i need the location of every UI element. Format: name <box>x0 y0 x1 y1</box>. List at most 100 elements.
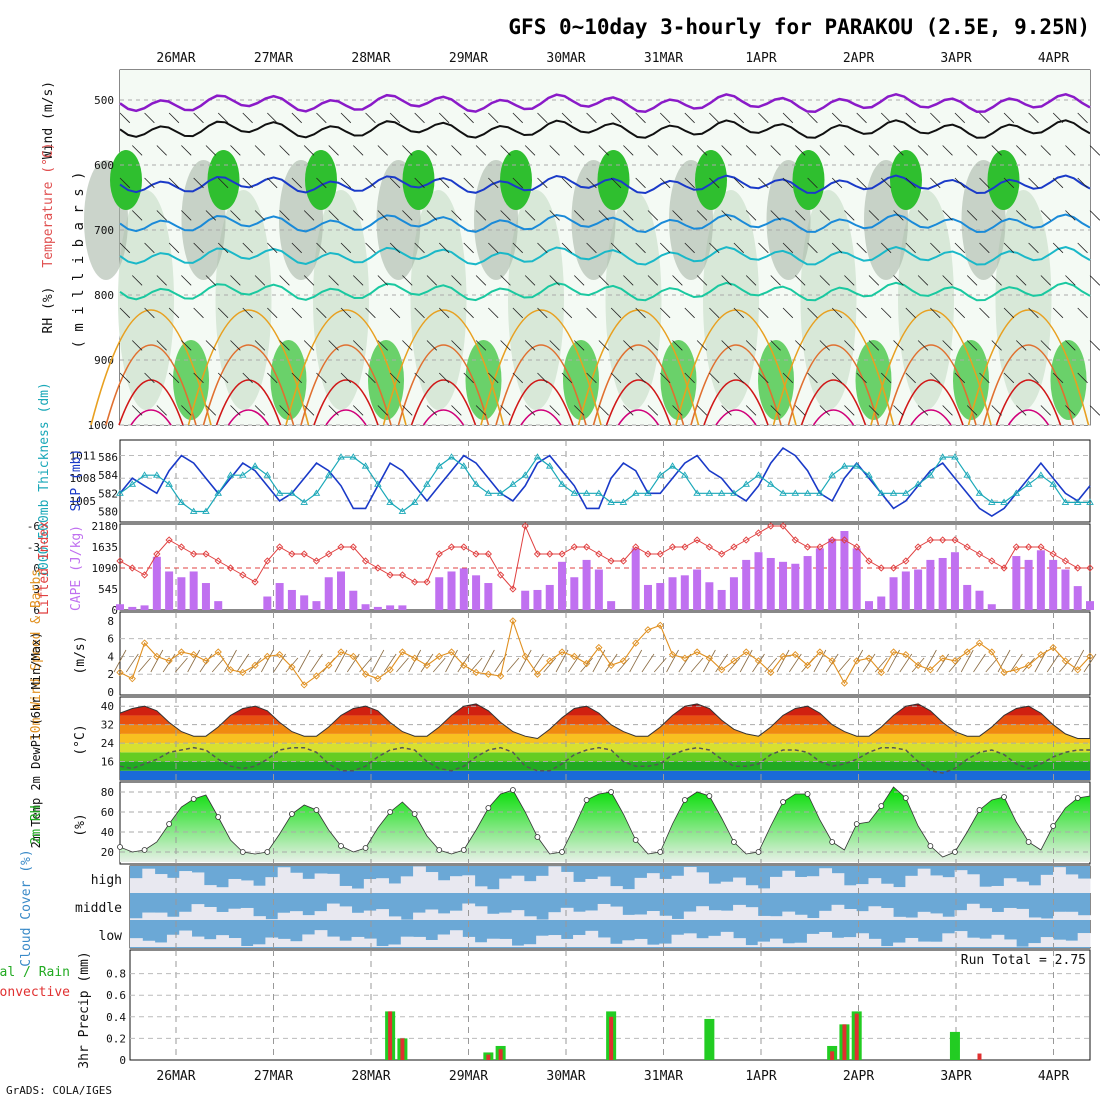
surface-isotherm <box>187 309 310 426</box>
wind-barb <box>230 405 241 416</box>
cloud-clear-cell <box>228 878 242 893</box>
wind-barb <box>942 340 953 351</box>
cloud-clear-cell <box>831 904 845 920</box>
wind-speed-point <box>411 654 419 662</box>
cloud-clear-cell <box>733 938 746 947</box>
cape-bar <box>729 577 738 610</box>
lifted-index-point <box>411 578 419 586</box>
wind-barb <box>267 177 278 189</box>
wind-speed-point <box>681 654 689 662</box>
cloud-clear-cell <box>400 876 414 893</box>
wind-barb-10m <box>432 657 446 673</box>
wind-barb <box>488 177 499 189</box>
lifted-index-point <box>1037 543 1045 551</box>
y-tick-label: 20 <box>101 846 114 859</box>
lifted-index-point <box>988 557 996 565</box>
wind-barb <box>512 177 523 189</box>
wind-barb-10m <box>273 653 286 673</box>
cape-bar <box>938 557 947 610</box>
cloud-clear-cell <box>868 878 882 893</box>
wind-barb <box>488 372 499 384</box>
upper-wind-label: Wind (m/s) <box>41 81 56 159</box>
rh-point <box>485 805 492 811</box>
lifted-index-point <box>889 564 898 572</box>
temp2m-panel: 40 32 24 16 <box>101 697 1090 780</box>
cape-bar <box>607 601 616 610</box>
wind-barb <box>942 275 953 286</box>
wind-barb <box>156 275 167 286</box>
wind-barb <box>942 405 953 416</box>
wind-barb <box>770 275 781 286</box>
cloud-clear-cell <box>437 880 451 893</box>
thickness-point <box>398 507 407 514</box>
wind-barb <box>647 405 659 416</box>
cloud-clear-cell <box>154 874 168 893</box>
wind-barb <box>868 210 880 221</box>
cloud-clear-cell <box>843 937 857 947</box>
rh2m-label: 2m RH <box>29 805 44 844</box>
cloud-clear-cell <box>979 938 993 947</box>
surface-isotherm <box>605 379 672 426</box>
cloud-clear-cell <box>1028 943 1042 947</box>
cape-bar <box>533 589 542 610</box>
wind-barb <box>979 307 990 319</box>
y-tick-label: 600 <box>94 159 114 172</box>
thickness-point <box>975 489 984 496</box>
lifted-index-point <box>632 543 640 551</box>
rh-point <box>141 847 148 853</box>
cloud-clear-cell <box>770 938 783 947</box>
wind-barb <box>807 112 818 124</box>
surface-isotherm <box>910 409 952 426</box>
wind-barb <box>880 372 892 384</box>
y-tick-label: 60 <box>101 806 114 819</box>
cape-bar <box>815 548 824 610</box>
wind-barb <box>414 177 425 189</box>
cloud-clear-cell <box>782 911 796 920</box>
wind-barb <box>1016 275 1027 286</box>
y-tick-label: 16 <box>101 756 114 769</box>
cloud-clear-cell <box>794 914 808 920</box>
thickness-point <box>951 453 959 460</box>
cloud-clear-cell <box>425 872 439 893</box>
wind-barb-10m <box>482 649 495 673</box>
wind-barb <box>610 112 622 124</box>
wind-barb-10m <box>383 653 397 673</box>
temp2m-unit: (°C) <box>73 724 88 755</box>
wind-barb-10m <box>752 653 765 673</box>
cloud-clear-cell <box>880 907 894 920</box>
wind-barb <box>156 145 167 156</box>
run-total: Run Total = 2.75 <box>961 953 1086 968</box>
y-tick-label: 24 <box>101 737 115 750</box>
wind-barb <box>942 210 953 221</box>
wind-barb <box>414 242 425 254</box>
cloud-clear-cell <box>696 872 709 893</box>
cloud-clear-cell <box>376 909 389 920</box>
thickness-point <box>754 471 763 478</box>
wind-barb-10m <box>199 653 213 673</box>
wind-barb <box>672 275 683 286</box>
rh-point <box>460 847 467 853</box>
wind-barb <box>316 177 327 189</box>
wind-barb <box>181 145 192 156</box>
wind-barb-10m <box>113 649 127 673</box>
wind-barb-10m <box>838 657 851 673</box>
cloud-clear-cell <box>1003 878 1017 893</box>
rh-shade <box>110 150 142 210</box>
thickness-point <box>251 462 259 469</box>
wind-barb-10m <box>874 657 888 673</box>
wind-barb <box>267 372 278 384</box>
rh-point <box>927 843 934 849</box>
wind-barb <box>684 372 695 384</box>
wind-barb <box>598 210 609 221</box>
cloud-clear-cell <box>179 911 193 920</box>
wind-barb <box>586 307 597 319</box>
temp-band <box>120 761 1090 771</box>
cape-bar <box>693 569 702 610</box>
wind-barb <box>365 112 376 124</box>
dewpoint-line <box>119 746 1090 774</box>
cloud-clear-cell <box>302 878 316 893</box>
cloud-clear-cell <box>806 917 820 920</box>
cape-bar <box>214 601 223 610</box>
wind-speed-point <box>349 652 357 661</box>
cloud-clear-cell <box>560 907 574 920</box>
